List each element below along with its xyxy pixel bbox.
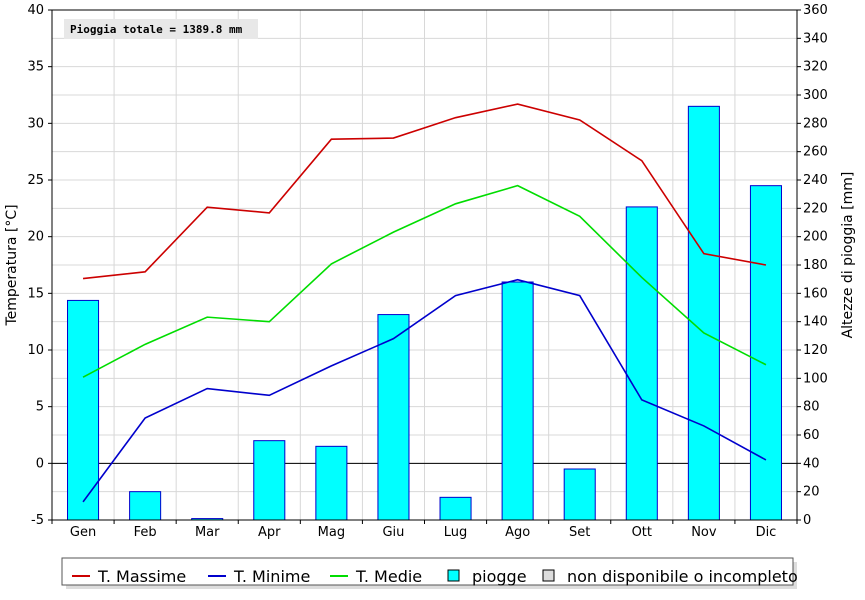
- right-tick-label: 240: [803, 173, 828, 188]
- right-tick-label: 320: [803, 60, 828, 75]
- x-tick-label: Lug: [444, 525, 468, 540]
- left-tick-label: 35: [27, 60, 44, 75]
- right-tick-label: 160: [803, 286, 828, 301]
- right-tick-label: 140: [803, 315, 828, 330]
- legend-label: piogge: [472, 567, 527, 586]
- right-tick-label: 60: [803, 428, 820, 443]
- rain-bar: [563, 468, 596, 521]
- right-axis-ticks: 0 20 40 60 80 100 120 140 160 180 200 220 240 260 280 3…: [797, 3, 828, 528]
- series-line-t-minime: [82, 278, 767, 503]
- x-tick-label: Giu: [382, 525, 404, 540]
- legend-label: T. Medie: [355, 567, 422, 586]
- left-tick-label: 30: [27, 116, 44, 131]
- legend-swatch-box: [542, 569, 555, 582]
- y-axis-left-label: Temperatura [°C]: [4, 204, 20, 326]
- right-tick-label: 80: [803, 400, 820, 415]
- right-tick-label: 100: [803, 371, 828, 386]
- right-tick-label: 260: [803, 145, 828, 160]
- x-tick-label: Set: [569, 525, 590, 540]
- rain-bar: [439, 496, 472, 521]
- legend: T. Massime T. Minime T. Medie piogge non dis…: [61, 557, 798, 589]
- rain-bar: [501, 281, 534, 521]
- rain-bar: [315, 445, 348, 521]
- left-tick-label: 40: [27, 3, 44, 18]
- temperature-lines: [82, 103, 767, 503]
- right-tick-label: 40: [803, 456, 820, 471]
- annotation-box: [64, 19, 258, 39]
- right-tick-label: 220: [803, 201, 828, 216]
- x-tick-label: Ott: [632, 525, 652, 540]
- left-tick-label: 0: [36, 456, 44, 471]
- x-tick-label: Dic: [756, 525, 777, 540]
- left-tick-label: 10: [27, 343, 44, 358]
- x-tick-label: Nov: [691, 525, 717, 540]
- legend-label: non disponibile o incompleto: [567, 567, 798, 586]
- rain-bar: [129, 491, 162, 521]
- x-axis-ticks: Gen Feb Mar Apr Mag Giu Lug Ago Set Ott Nov Dic: [51, 520, 798, 540]
- legend-swatch-box: [447, 569, 460, 582]
- left-tick-label: 25: [27, 173, 44, 188]
- rain-bars: [67, 105, 782, 521]
- rain-bar: [377, 314, 410, 521]
- rain-bar: [67, 299, 100, 521]
- right-tick-label: 20: [803, 485, 820, 500]
- y-axis-right-label: Altezze di pioggia [mm]: [840, 172, 856, 339]
- left-tick-label: 20: [27, 230, 44, 245]
- x-tick-label: Mag: [318, 525, 345, 540]
- x-tick-label: Ago: [505, 525, 530, 540]
- right-tick-label: 360: [803, 3, 828, 18]
- left-axis-ticks: -5 0 5 10 15 20 25 30 35 40: [27, 3, 52, 528]
- left-tick-label: 5: [36, 400, 44, 415]
- annotation-text: Pioggia totale = 1389.8 mm: [70, 23, 243, 36]
- x-tick-label: Apr: [258, 525, 281, 540]
- x-tick-label: Feb: [134, 525, 157, 540]
- right-tick-label: 280: [803, 116, 828, 131]
- rain-bar: [749, 185, 782, 521]
- rain-bar: [253, 440, 286, 521]
- right-tick-label: 120: [803, 343, 828, 358]
- right-tick-label: 0: [803, 513, 811, 528]
- series-line-t-medie: [82, 184, 767, 378]
- right-tick-label: 300: [803, 88, 828, 103]
- left-tick-label: 15: [27, 286, 44, 301]
- rain-bar: [687, 105, 720, 521]
- legend-label: T. Minime: [233, 567, 310, 586]
- right-tick-label: 340: [803, 31, 828, 46]
- x-tick-label: Gen: [70, 525, 96, 540]
- right-tick-label: 180: [803, 258, 828, 273]
- legend-label: T. Massime: [97, 567, 186, 586]
- rain-bar: [625, 206, 658, 521]
- left-tick-label: -5: [31, 513, 44, 528]
- right-tick-label: 200: [803, 230, 828, 245]
- series-line-t-massime: [82, 103, 767, 280]
- legend-box: [61, 557, 794, 586]
- x-tick-label: Mar: [195, 525, 220, 540]
